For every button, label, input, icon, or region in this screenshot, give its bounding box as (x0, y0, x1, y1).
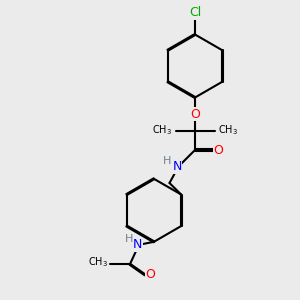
Text: N: N (133, 238, 142, 251)
Text: H: H (125, 234, 134, 244)
Text: O: O (190, 107, 200, 121)
Text: O: O (146, 268, 155, 281)
Text: H: H (163, 156, 171, 166)
Text: CH$_3$: CH$_3$ (218, 124, 238, 137)
Text: CH$_3$: CH$_3$ (152, 124, 172, 137)
Text: N: N (172, 160, 182, 173)
Text: CH$_3$: CH$_3$ (88, 255, 108, 269)
Text: O: O (214, 143, 223, 157)
Text: Cl: Cl (189, 6, 201, 20)
